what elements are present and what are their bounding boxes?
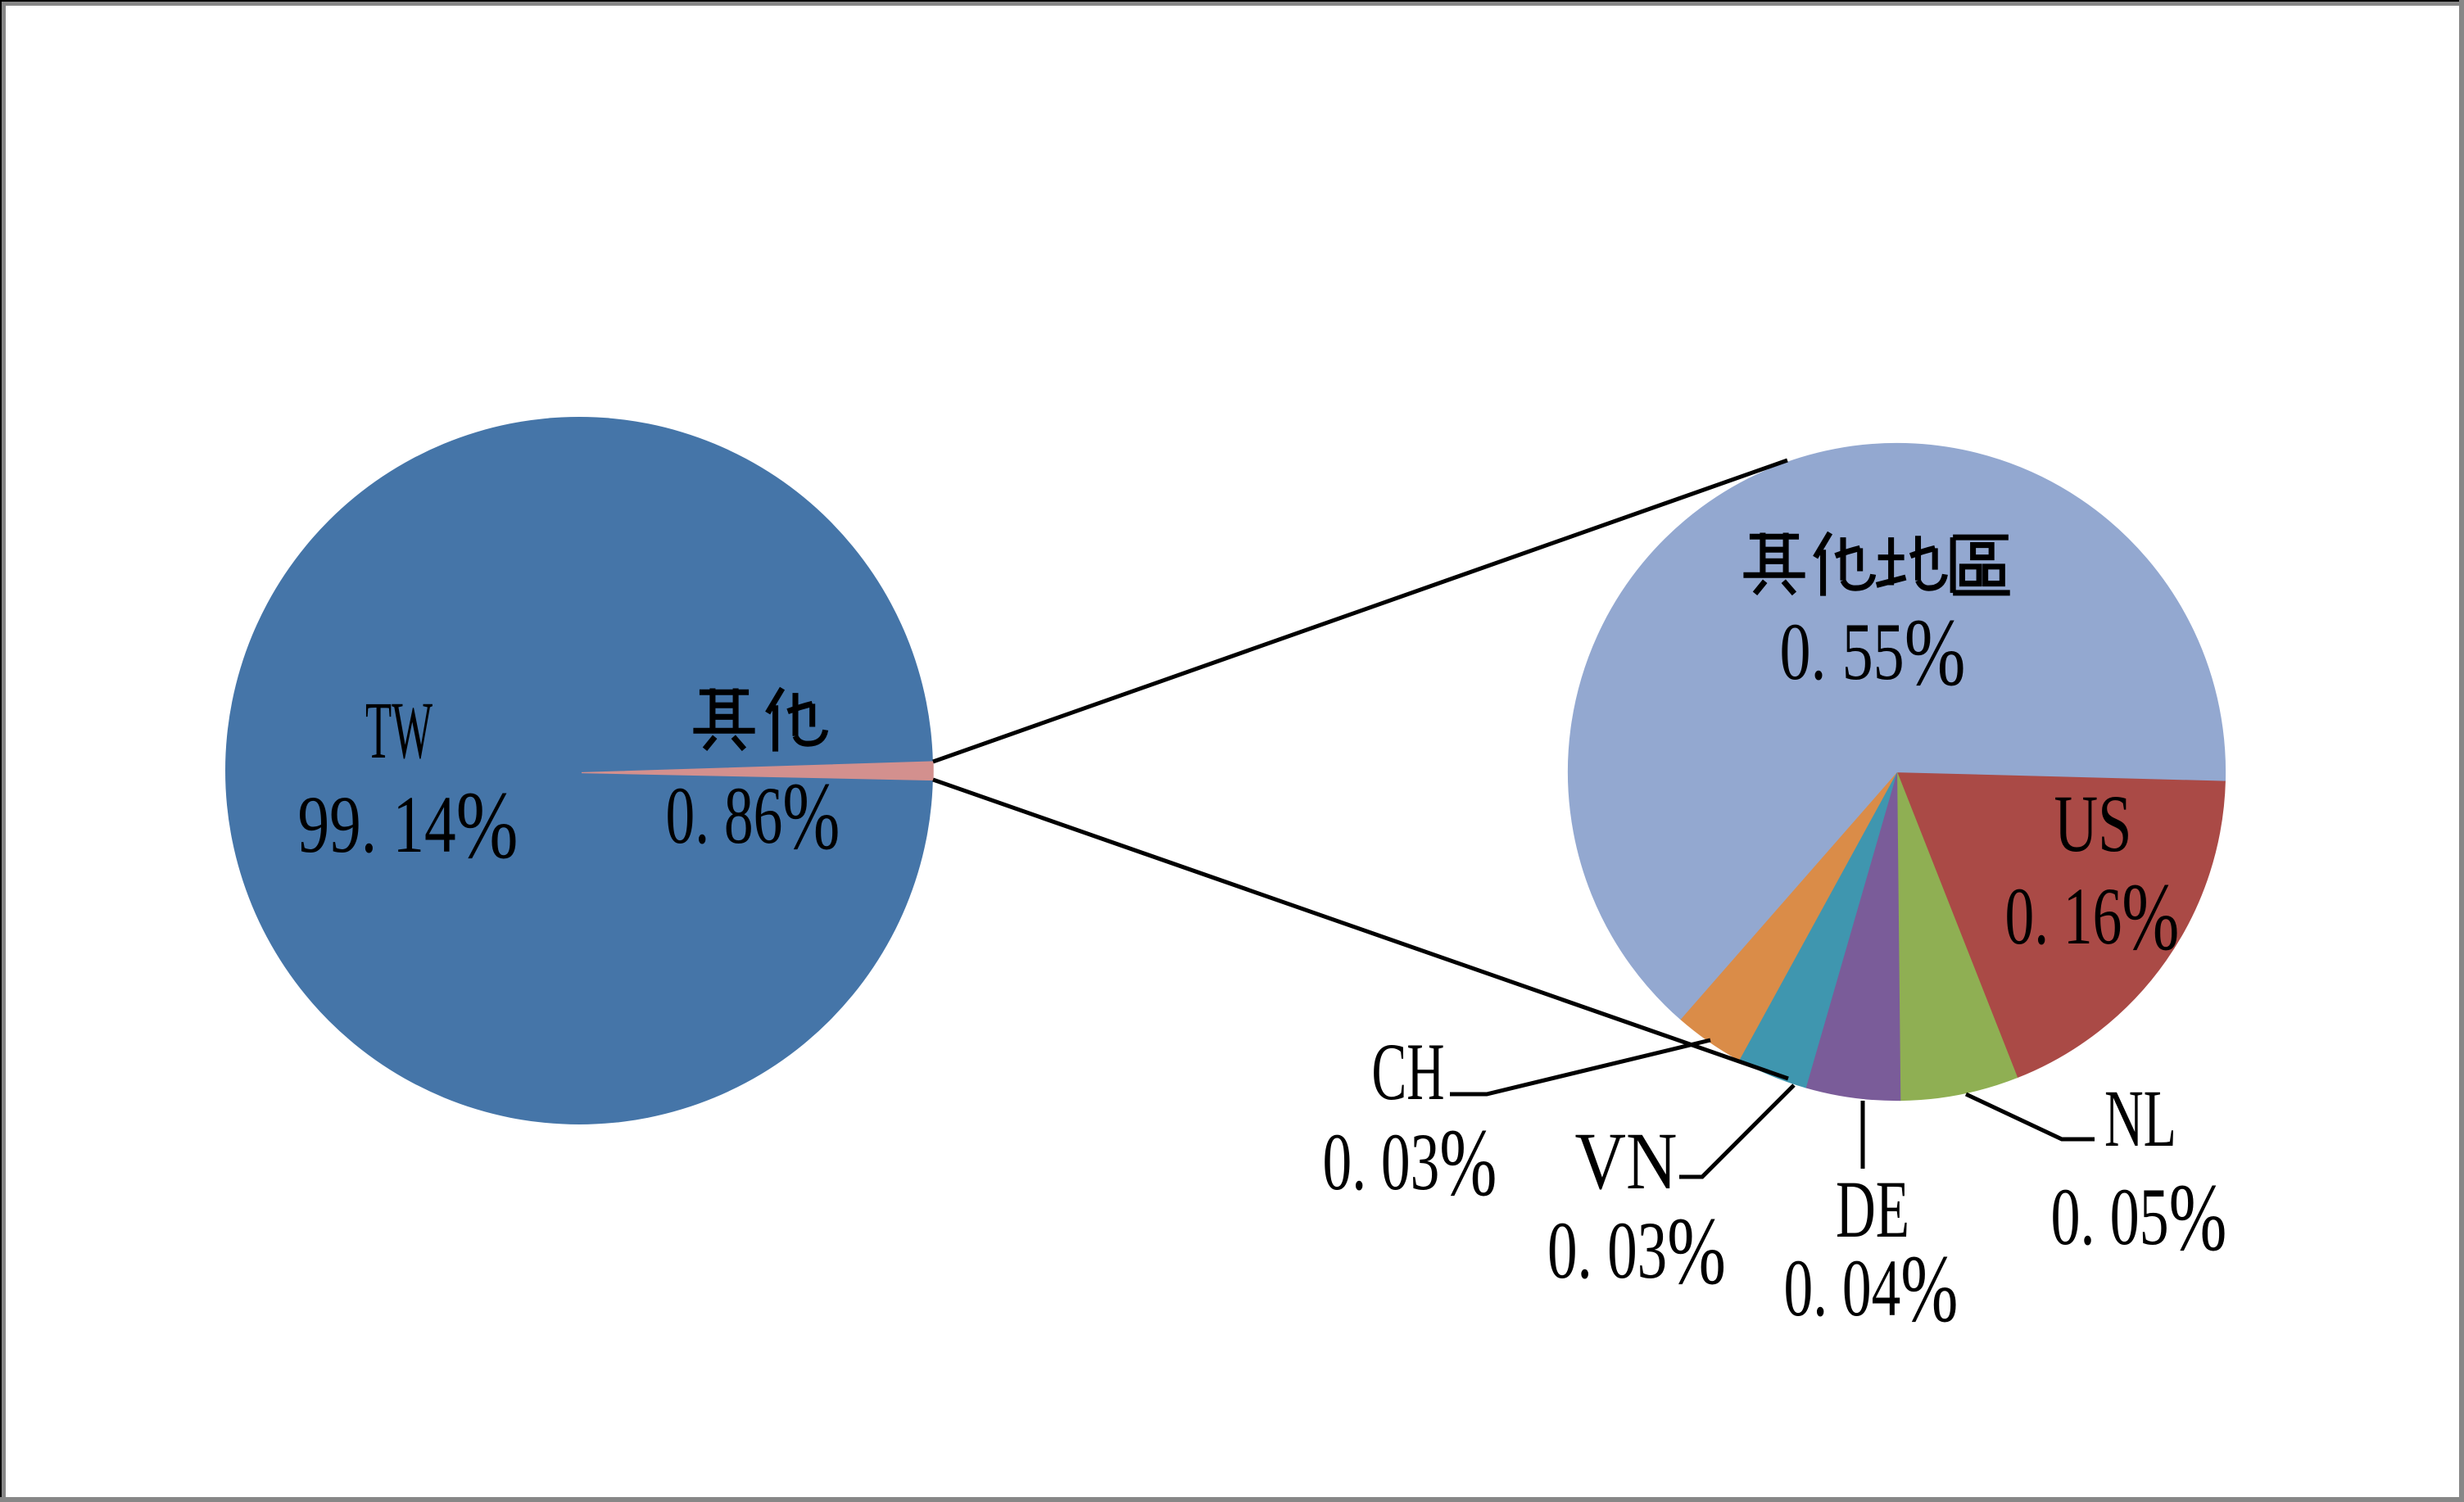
svg-text:0. 03%: 0. 03% [1323, 1109, 1497, 1216]
svg-text:0. 04%: 0. 04% [1784, 1235, 1959, 1342]
svg-text:VN: VN [1575, 1115, 1678, 1206]
svg-text:99. 14%: 99. 14% [298, 771, 519, 879]
svg-text:TW: TW [365, 685, 433, 776]
svg-text:0. 86%: 0. 86% [666, 762, 840, 870]
svg-text:DE: DE [1836, 1164, 1909, 1255]
svg-text:0. 16%: 0. 16% [2005, 863, 2180, 970]
svg-text:CH: CH [1372, 1026, 1445, 1117]
svg-text:0. 55%: 0. 55% [1780, 599, 1966, 706]
svg-text:US: US [2054, 778, 2132, 869]
svg-text:0. 03%: 0. 03% [1547, 1197, 1726, 1305]
svg-text:0. 05%: 0. 05% [2051, 1164, 2227, 1271]
svg-text:NL: NL [2104, 1073, 2176, 1164]
